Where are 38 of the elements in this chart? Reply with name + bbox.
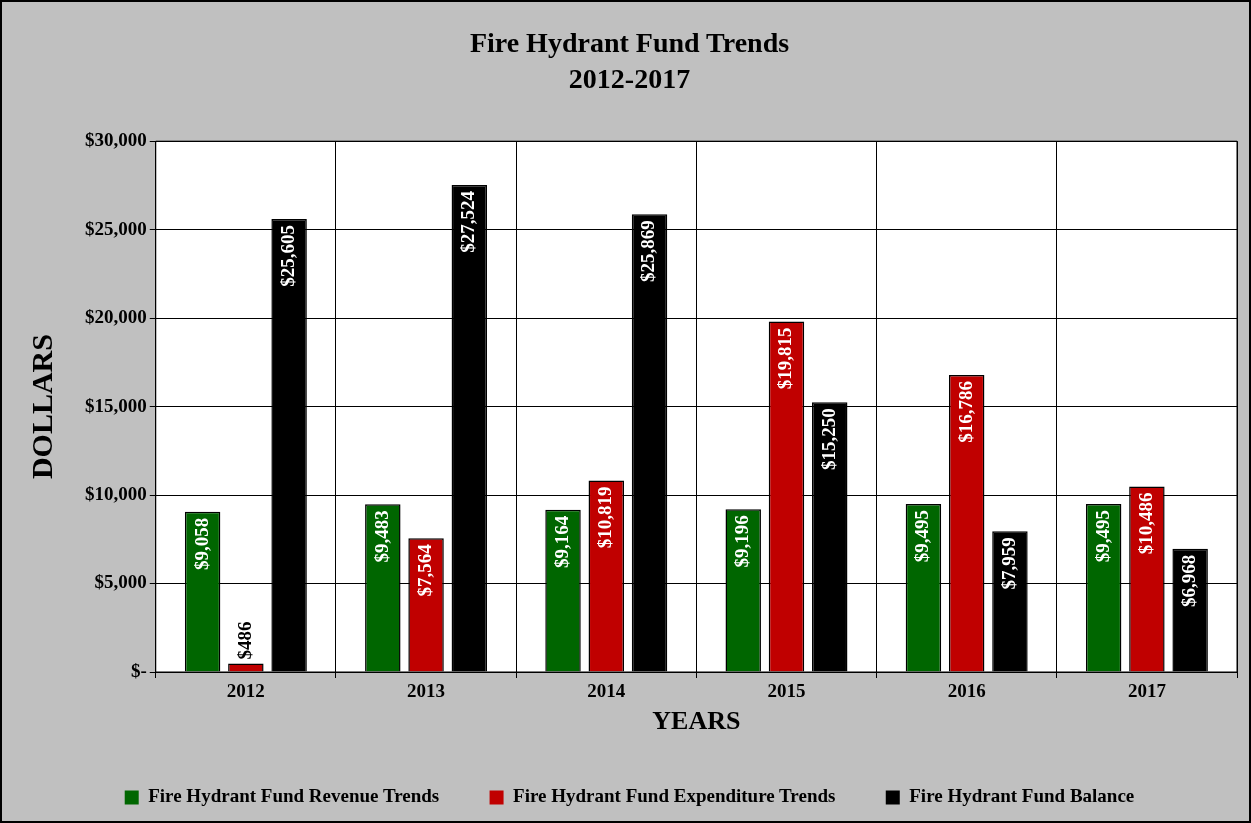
data-label: $9,164	[550, 515, 572, 569]
y-axis-title: DOLLARS	[24, 334, 58, 480]
y-tick-label: $10,000	[85, 482, 147, 504]
data-label: $6,968	[1178, 554, 1200, 607]
data-label: $19,815	[774, 327, 796, 390]
x-tick-label: 2015	[767, 680, 806, 702]
legend-label: Fire Hydrant Fund Expenditure Trends	[513, 785, 836, 807]
chart-subtitle: 2012-2017	[568, 62, 691, 94]
data-label: $9,495	[911, 510, 933, 563]
data-label: $15,250	[817, 408, 839, 470]
data-label: $486	[233, 621, 255, 660]
y-tick-label: $5,000	[94, 571, 147, 593]
data-label: $9,495	[1091, 510, 1113, 563]
data-label: $7,564	[413, 543, 435, 597]
x-tick-label: 2014	[587, 680, 626, 702]
y-tick-label: $15,000	[85, 394, 147, 416]
data-label: $9,058	[190, 517, 212, 570]
y-tick-label: $25,000	[85, 217, 147, 239]
x-tick-label: 2017	[1127, 680, 1167, 702]
x-tick-label: 2016	[947, 680, 986, 702]
data-label: $25,605	[277, 224, 299, 287]
x-tick-label: 2012	[226, 680, 265, 702]
legend-label: Fire Hydrant Fund Balance	[909, 785, 1135, 807]
data-label: $9,196	[731, 515, 753, 568]
data-label: $7,959	[997, 537, 1019, 590]
data-label: $10,819	[594, 486, 616, 549]
y-tick-label: $20,000	[85, 306, 147, 328]
x-tick-label: 2013	[407, 680, 446, 702]
x-axis-title: YEARS	[652, 706, 741, 736]
data-label: $27,524	[457, 190, 479, 253]
data-label: $10,486	[1134, 492, 1156, 555]
y-tick-label: $-	[130, 659, 147, 681]
legend-label: Fire Hydrant Fund Revenue Trends	[148, 785, 440, 807]
chart-title: Fire Hydrant Fund Trends	[469, 27, 790, 59]
data-label: $16,786	[954, 381, 976, 443]
data-label: $9,483	[370, 510, 392, 563]
y-tick-label: $30,000	[85, 129, 147, 151]
data-label: $25,869	[637, 220, 659, 283]
